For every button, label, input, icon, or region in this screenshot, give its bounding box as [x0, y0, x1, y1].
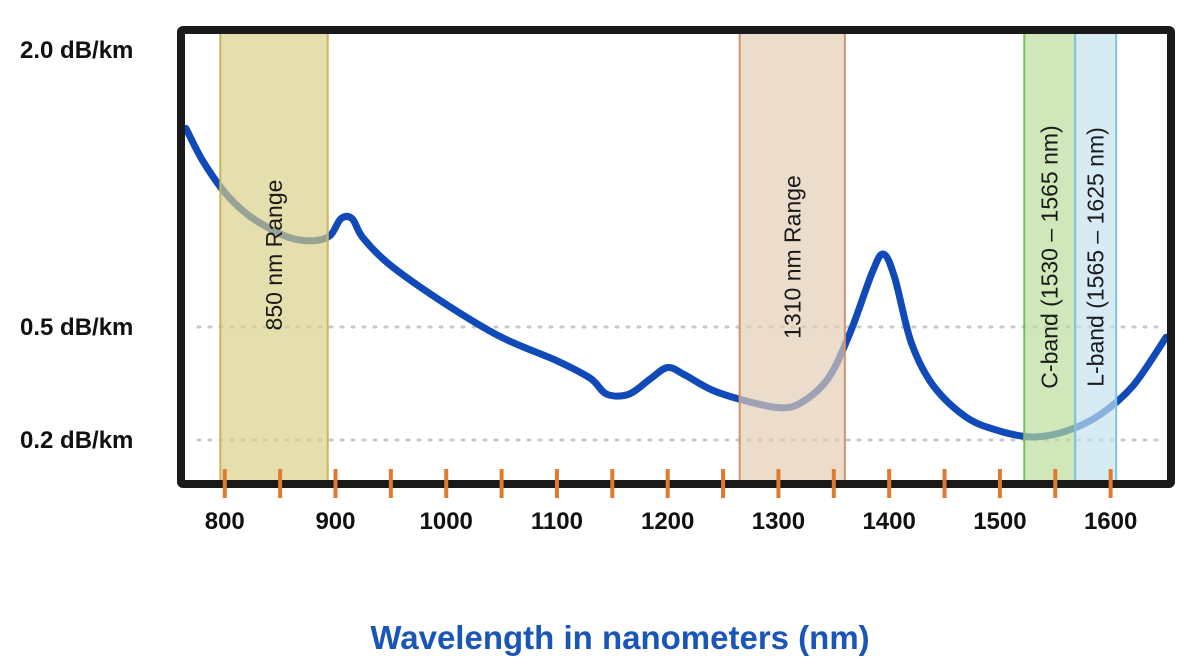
x-tick-label-1200: 1200: [641, 508, 694, 535]
x-tick-label-800: 800: [205, 508, 245, 535]
attenuation-curve-group: [185, 125, 1167, 441]
x-tick-label-1300: 1300: [752, 508, 805, 535]
x-axis-title: Wavelength in nanometers (nm): [370, 619, 869, 656]
band-label-1: 1310 nm Range: [779, 175, 805, 339]
gridlines: [196, 325, 1166, 442]
y-label-1: 0.5 dB/km: [20, 314, 133, 341]
x-tick-label-1000: 1000: [420, 508, 473, 535]
wavelength-bands: 850 nm Range 1310 nm Range C-band (1530 – …: [219, 26, 1118, 485]
x-tick-label-1500: 1500: [973, 508, 1026, 535]
band-label-2: C-band (1530 – 1565 nm): [1037, 125, 1063, 388]
y-axis-labels: 2.0 dB/km 0.5 dB/km 0.2 dB/km: [20, 37, 133, 454]
y-label-0: 2.0 dB/km: [20, 37, 133, 64]
x-axis-tick-labels: 800 900 1000 1100 1200 1300 1400 1500 1600: [205, 508, 1138, 535]
y-label-2: 0.2 dB/km: [20, 427, 133, 454]
band-label-0: 850 nm Range: [261, 180, 287, 331]
band-label-3: L-band (1565 – 1625 nm): [1083, 127, 1109, 387]
attenuation-curve: [185, 125, 1167, 441]
plot-frame: [177, 26, 1175, 488]
x-tick-label-1100: 1100: [531, 508, 583, 535]
x-tick-label-1600: 1600: [1084, 508, 1137, 535]
x-tick-label-900: 900: [315, 508, 355, 535]
x-tick-label-1400: 1400: [862, 508, 915, 535]
x-axis-ticks: [222, 469, 1113, 498]
band-rect-1: [738, 29, 846, 485]
